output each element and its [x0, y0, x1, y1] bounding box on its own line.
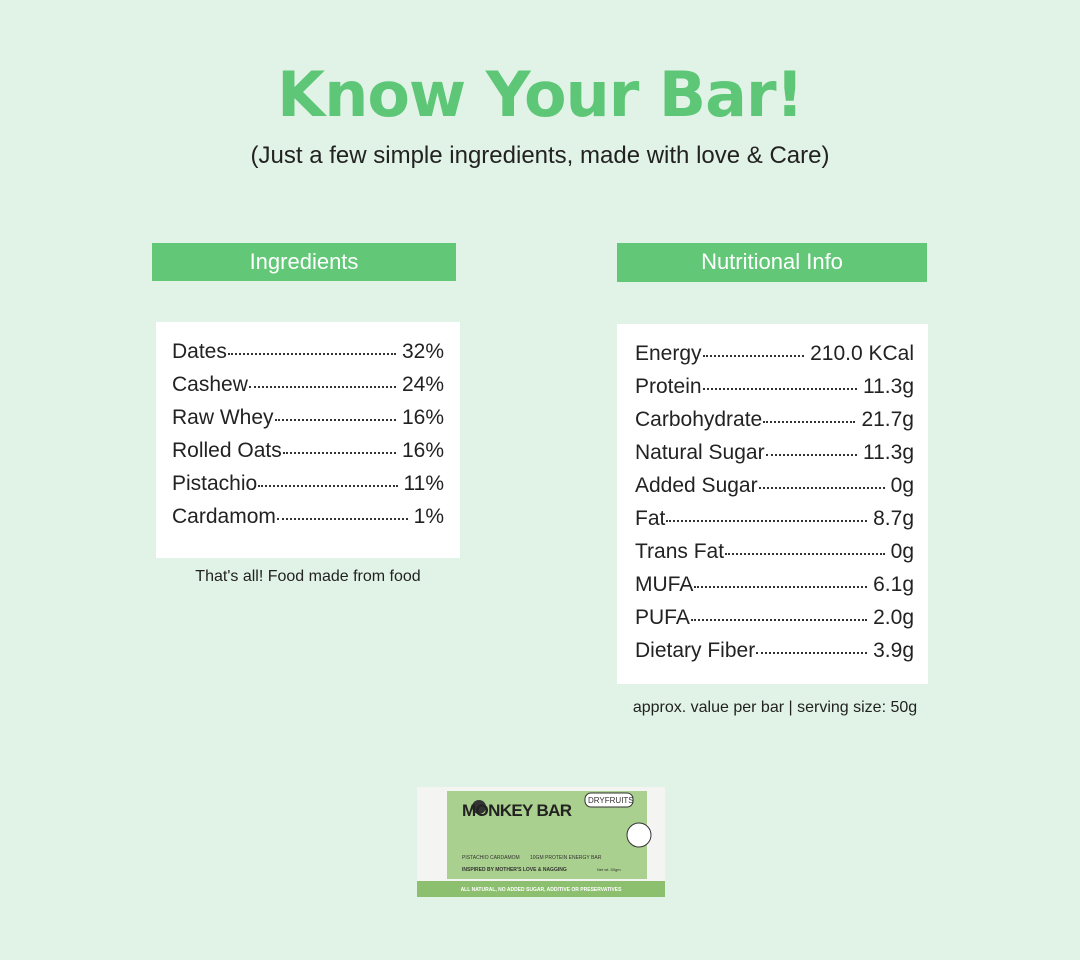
leader [258, 485, 398, 487]
row-label: Trans Fat [635, 540, 725, 563]
nutrition-card: Energy 210.0 KCal Protein 11.3g Carbohydrate… [617, 324, 928, 684]
row: Energy 210.0 KCal [635, 342, 914, 375]
row-label: Natural Sugar [635, 441, 765, 464]
row-value: 6.1g [873, 573, 914, 596]
row: Cardamom 1% [172, 505, 444, 538]
row: Rolled Oats 16% [172, 439, 444, 472]
row-value: 11% [403, 472, 444, 495]
row: Dietary Fiber 3.9g [635, 639, 914, 672]
row-label: Dates [172, 340, 227, 363]
product-image: MONKEY BAR DRYFRUITS PISTACHIO CARDAMOM … [417, 787, 665, 897]
leader [276, 518, 408, 520]
flavor: PISTACHIO CARDAMOM [462, 855, 520, 861]
row-value: 16% [401, 406, 444, 429]
row-label: Fat [635, 507, 666, 530]
ingredients-note: That's all! Food made from food [195, 568, 421, 585]
badge: DRYFRUITS [588, 796, 634, 805]
leader [763, 421, 856, 423]
leader [248, 386, 396, 388]
row-value: 24% [401, 373, 444, 396]
leader [227, 353, 396, 355]
leader [765, 454, 857, 456]
row: Carbohydrate 21.7g [635, 408, 914, 441]
row-label: Pistachio [172, 472, 258, 495]
row: Dates 32% [172, 340, 444, 373]
protein: 10GM PROTEIN ENERGY BAR [530, 855, 602, 861]
weight: Net wt. 50gm [597, 867, 621, 872]
row: Cashew 24% [172, 373, 444, 406]
row-label: MUFA [635, 573, 694, 596]
leader [702, 388, 857, 390]
row-value: 16% [401, 439, 444, 462]
leader [725, 553, 885, 555]
pack-footer: ALL NATURAL, NO ADDED SUGAR, ADDITIVE OR… [461, 887, 623, 893]
nutrition-heading: Nutritional Info [617, 243, 927, 282]
row-label: Cashew [172, 373, 248, 396]
brand: MONKEY BAR [462, 801, 572, 820]
subtitle: (Just a few simple ingredients, made wit… [250, 142, 830, 169]
leader [274, 419, 396, 421]
row: Trans Fat 0g [635, 540, 914, 573]
ingredients-heading: Ingredients [152, 243, 456, 281]
leader [666, 520, 868, 522]
leader [282, 452, 396, 454]
leader [758, 487, 885, 489]
nutrition-note: approx. value per bar | serving size: 50… [632, 699, 918, 716]
row-label: Raw Whey [172, 406, 274, 429]
row-value: 21.7g [861, 408, 914, 431]
row: Raw Whey 16% [172, 406, 444, 439]
row-label: PUFA [635, 606, 690, 629]
row: Fat 8.7g [635, 507, 914, 540]
leader [756, 652, 868, 654]
row-value: 11.3g [863, 375, 914, 398]
row: Protein 11.3g [635, 375, 914, 408]
row-value: 2.0g [873, 606, 914, 629]
row-label: Dietary Fiber [635, 639, 756, 662]
row: Added Sugar 0g [635, 474, 914, 507]
row-label: Protein [635, 375, 702, 398]
row-label: Rolled Oats [172, 439, 282, 462]
ingredients-card: Dates 32% Cashew 24% Raw Whey 16% Rolled Oats 1… [156, 322, 460, 558]
row-value: 0g [890, 540, 914, 563]
row-label: Added Sugar [635, 474, 758, 497]
row-value: 1% [413, 505, 444, 528]
row-value: 32% [401, 340, 444, 363]
row-value: 11.3g [863, 441, 914, 464]
row-label: Energy [635, 342, 702, 365]
row-value: 210.0 KCal [810, 342, 914, 365]
row-value: 3.9g [873, 639, 914, 662]
tagline: INSPIRED BY MOTHER'S LOVE & NAGGING [462, 867, 567, 873]
title: Know Your Bar! [277, 58, 804, 131]
row: Pistachio 11% [172, 472, 444, 505]
row-value: 8.7g [873, 507, 914, 530]
leader [694, 586, 868, 588]
row-value: 0g [890, 474, 914, 497]
row: Natural Sugar 11.3g [635, 441, 914, 474]
row-label: Cardamom [172, 505, 276, 528]
row: PUFA 2.0g [635, 606, 914, 639]
leader [702, 355, 805, 357]
leader [690, 619, 868, 621]
row-label: Carbohydrate [635, 408, 763, 431]
row: MUFA 6.1g [635, 573, 914, 606]
